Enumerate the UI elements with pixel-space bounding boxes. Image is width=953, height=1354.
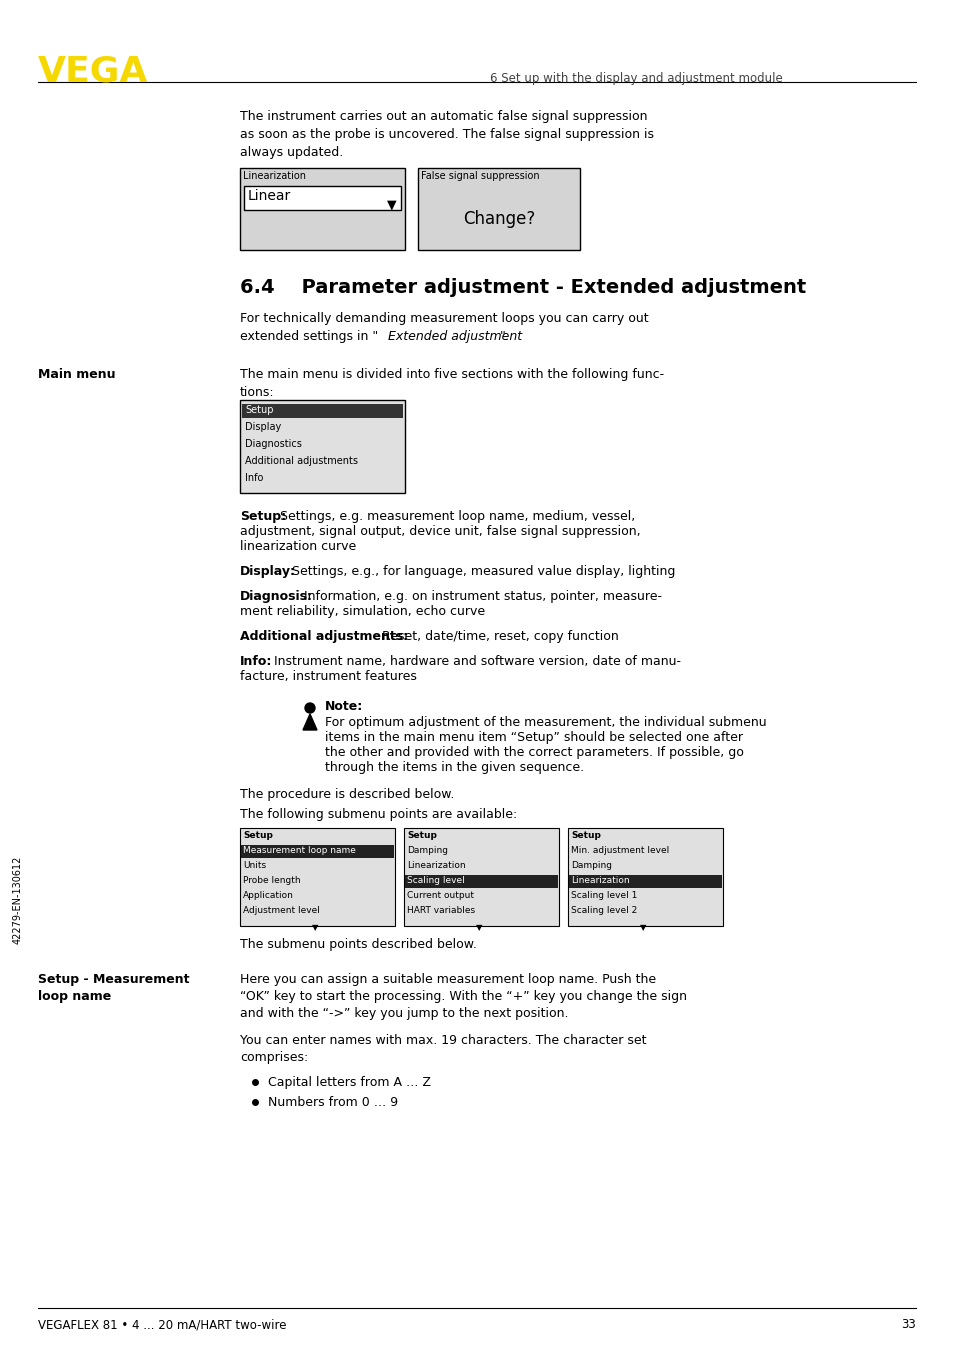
- Text: Setup:: Setup:: [240, 510, 286, 523]
- Text: ▼: ▼: [639, 923, 646, 932]
- Text: Additional adjustments: Additional adjustments: [245, 456, 357, 466]
- Bar: [241, 845, 394, 858]
- Text: The submenu points described below.: The submenu points described below.: [240, 938, 476, 951]
- Text: Numbers from 0 … 9: Numbers from 0 … 9: [268, 1095, 397, 1109]
- Text: Capital letters from A … Z: Capital letters from A … Z: [268, 1076, 431, 1089]
- Text: The instrument carries out an automatic false signal suppression: The instrument carries out an automatic …: [240, 110, 647, 123]
- Text: Change?: Change?: [462, 210, 535, 227]
- Bar: [240, 829, 395, 926]
- Text: Setup: Setup: [407, 831, 436, 839]
- Text: Linearization: Linearization: [243, 171, 306, 181]
- Text: facture, instrument features: facture, instrument features: [240, 670, 416, 682]
- Text: ▼: ▼: [387, 199, 396, 211]
- Text: Information, e.g. on instrument status, pointer, measure-: Information, e.g. on instrument status, …: [299, 590, 661, 603]
- Text: Probe length: Probe length: [243, 876, 300, 886]
- Text: The following submenu points are available:: The following submenu points are availab…: [240, 808, 517, 821]
- Polygon shape: [303, 714, 316, 730]
- Text: Diagnosis:: Diagnosis:: [240, 590, 313, 603]
- Text: Current output: Current output: [407, 891, 474, 900]
- Text: and with the “->” key you jump to the next position.: and with the “->” key you jump to the ne…: [240, 1007, 568, 1020]
- Text: For technically demanding measurement loops you can carry out: For technically demanding measurement lo…: [240, 311, 648, 325]
- Text: Setup: Setup: [243, 831, 273, 839]
- Text: The main menu is divided into five sections with the following func-: The main menu is divided into five secti…: [240, 368, 663, 380]
- Text: Reset, date/time, reset, copy function: Reset, date/time, reset, copy function: [377, 630, 618, 643]
- Text: Measurement loop name: Measurement loop name: [243, 846, 355, 854]
- Text: 42279-EN-130612: 42279-EN-130612: [13, 856, 23, 944]
- Text: Note:: Note:: [325, 700, 363, 714]
- Text: VEGAFLEX 81 • 4 ... 20 mA/HART two-wire: VEGAFLEX 81 • 4 ... 20 mA/HART two-wire: [38, 1317, 286, 1331]
- Text: For optimum adjustment of the measurement, the individual submenu: For optimum adjustment of the measuremen…: [325, 716, 766, 728]
- Text: Scaling level 1: Scaling level 1: [571, 891, 637, 900]
- Circle shape: [305, 703, 314, 714]
- Bar: [240, 168, 405, 250]
- Text: Min. adjustment level: Min. adjustment level: [571, 846, 669, 854]
- Text: extended settings in ": extended settings in ": [240, 330, 377, 343]
- Text: Info: Info: [245, 473, 263, 483]
- Bar: [568, 875, 721, 888]
- Bar: [567, 829, 722, 926]
- Text: Application: Application: [243, 891, 294, 900]
- Text: Extended adjustment: Extended adjustment: [388, 330, 521, 343]
- Text: comprises:: comprises:: [240, 1051, 308, 1064]
- Text: Setup: Setup: [571, 831, 600, 839]
- Text: Display:: Display:: [240, 565, 295, 578]
- Text: as soon as the probe is uncovered. The false signal suppression is: as soon as the probe is uncovered. The f…: [240, 129, 654, 141]
- Bar: [240, 399, 405, 493]
- Text: ▼: ▼: [312, 923, 318, 932]
- Bar: [242, 403, 402, 418]
- Text: Units: Units: [243, 861, 266, 871]
- Text: always updated.: always updated.: [240, 146, 343, 158]
- Text: 6 Set up with the display and adjustment module: 6 Set up with the display and adjustment…: [490, 72, 781, 85]
- Text: Main menu: Main menu: [38, 368, 115, 380]
- Text: Linear: Linear: [248, 190, 291, 203]
- Bar: [244, 185, 400, 210]
- Text: items in the main menu item “Setup” should be selected one after: items in the main menu item “Setup” shou…: [325, 731, 742, 743]
- Text: Diagnostics: Diagnostics: [245, 439, 301, 450]
- Text: VEGA: VEGA: [38, 56, 149, 89]
- Text: Info:: Info:: [240, 655, 273, 668]
- Text: Instrument name, hardware and software version, date of manu-: Instrument name, hardware and software v…: [270, 655, 680, 668]
- Text: Setup: Setup: [245, 405, 274, 414]
- Text: ".: ".: [499, 330, 509, 343]
- Text: Display: Display: [245, 422, 281, 432]
- Text: False signal suppression: False signal suppression: [420, 171, 539, 181]
- Text: Scaling level: Scaling level: [407, 876, 464, 886]
- Text: You can enter names with max. 19 characters. The character set: You can enter names with max. 19 charact…: [240, 1034, 646, 1047]
- Bar: [403, 829, 558, 926]
- Text: Additional adjustments:: Additional adjustments:: [240, 630, 408, 643]
- Text: The procedure is described below.: The procedure is described below.: [240, 788, 454, 802]
- Text: tions:: tions:: [240, 386, 274, 399]
- Text: 33: 33: [901, 1317, 915, 1331]
- Text: 6.4    Parameter adjustment - Extended adjustment: 6.4 Parameter adjustment - Extended adju…: [240, 278, 805, 297]
- Text: adjustment, signal output, device unit, false signal suppression,: adjustment, signal output, device unit, …: [240, 525, 640, 538]
- Text: Damping: Damping: [571, 861, 612, 871]
- Text: Damping: Damping: [407, 846, 448, 854]
- Text: Scaling level 2: Scaling level 2: [571, 906, 637, 915]
- Text: Setup - Measurement: Setup - Measurement: [38, 974, 190, 986]
- Text: HART variables: HART variables: [407, 906, 475, 915]
- Text: ment reliability, simulation, echo curve: ment reliability, simulation, echo curve: [240, 605, 485, 617]
- Text: Adjustment level: Adjustment level: [243, 906, 319, 915]
- Bar: [417, 168, 579, 250]
- Text: “OK” key to start the processing. With the “+” key you change the sign: “OK” key to start the processing. With t…: [240, 990, 686, 1003]
- Text: through the items in the given sequence.: through the items in the given sequence.: [325, 761, 583, 774]
- Bar: [405, 875, 558, 888]
- Text: Linearization: Linearization: [407, 861, 465, 871]
- Text: loop name: loop name: [38, 990, 112, 1003]
- Text: Settings, e.g., for language, measured value display, lighting: Settings, e.g., for language, measured v…: [288, 565, 675, 578]
- Text: ▼: ▼: [476, 923, 482, 932]
- Text: Here you can assign a suitable measurement loop name. Push the: Here you can assign a suitable measureme…: [240, 974, 656, 986]
- Text: Settings, e.g. measurement loop name, medium, vessel,: Settings, e.g. measurement loop name, me…: [275, 510, 635, 523]
- Text: linearization curve: linearization curve: [240, 540, 355, 552]
- Text: the other and provided with the correct parameters. If possible, go: the other and provided with the correct …: [325, 746, 743, 760]
- Text: Linearization: Linearization: [571, 876, 629, 886]
